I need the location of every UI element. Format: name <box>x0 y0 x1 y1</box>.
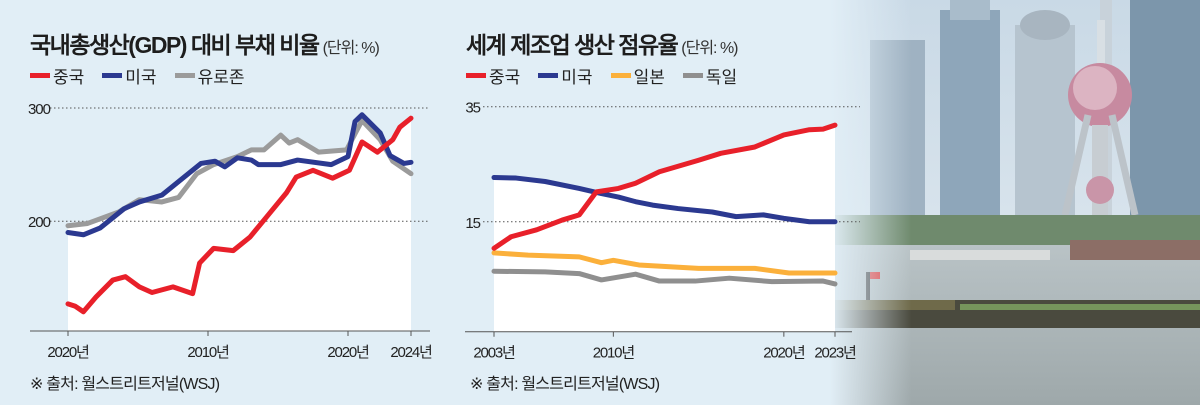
chart1-title: 국내총생산(GDP) 대비 부채 비율 (단위: %) <box>30 26 380 60</box>
legend-swatch <box>30 73 50 78</box>
y-tick-label: 35 <box>465 100 480 117</box>
legend-item-usa: 미국 <box>102 63 157 88</box>
legend-label: 중국 <box>53 68 85 87</box>
chart1-source: ※ 출처: 월스트리트저널(WSJ) <box>30 376 220 393</box>
legend-item-usa: 미국 <box>538 63 593 88</box>
x-tick-label: 2023년 <box>814 345 856 362</box>
legend-item-japan: 일본 <box>610 63 665 88</box>
series-line-미국 <box>491 174 838 225</box>
y-tick-label: 200 <box>28 214 51 231</box>
legend-swatch <box>610 73 631 78</box>
series-line-일본 <box>491 250 838 276</box>
legend-item-china: 중국 <box>466 63 520 88</box>
chart2-title-text: 세계 제조업 생산 점유율 <box>466 32 679 58</box>
x-tick-label: 2020년 <box>47 344 89 361</box>
x-tick-label: 2010년 <box>593 345 635 362</box>
chart1-title-text: 국내총생산(GDP) 대비 부채 비율 <box>30 32 320 58</box>
series-line-중국 <box>491 122 838 251</box>
area-fill <box>494 271 835 332</box>
legend-label: 중국 <box>489 68 521 87</box>
y-tick-label: 300 <box>28 101 51 118</box>
x-tick-label: 2003년 <box>473 345 515 362</box>
x-tick-label: 2010년 <box>187 344 229 361</box>
legend-item-eurozone: 유로존 <box>174 63 245 88</box>
legend-label: 유로존 <box>197 68 245 87</box>
legend-item-china: 중국 <box>30 63 84 88</box>
legend-label: 일본 <box>633 68 665 87</box>
series-line-미국 <box>65 112 414 238</box>
chart1-legend: 중국 미국 유로존 <box>30 63 244 88</box>
y-tick-label: 15 <box>465 215 480 232</box>
legend-label: 미국 <box>125 68 157 87</box>
legend-swatch <box>466 73 486 78</box>
chart2-unit: (단위: %) <box>681 40 738 57</box>
legend-swatch <box>538 73 559 78</box>
chart2-title: 세계 제조업 생산 점유율 (단위: %) <box>466 26 739 60</box>
legend-swatch <box>102 73 123 78</box>
legend-item-germany: 독일 <box>682 63 738 88</box>
legend-swatch <box>682 73 703 78</box>
x-tick-label: 2020년 <box>763 345 805 362</box>
series-line-중국 <box>65 115 414 315</box>
series-line-독일 <box>491 268 838 287</box>
shanghai-skyline-photo <box>830 0 1200 405</box>
legend-label: 미국 <box>561 68 593 87</box>
x-tick-label: 2024년 <box>390 344 432 361</box>
x-tick-label: 2020년 <box>327 344 369 361</box>
chart2-legend: 중국 미국 일본 독일 <box>466 63 737 88</box>
legend-swatch <box>174 73 195 78</box>
legend-label: 독일 <box>705 68 738 87</box>
chart2-source: ※ 출처: 월스트리트저널(WSJ) <box>470 376 660 393</box>
chart1-unit: (단위: %) <box>322 40 380 57</box>
